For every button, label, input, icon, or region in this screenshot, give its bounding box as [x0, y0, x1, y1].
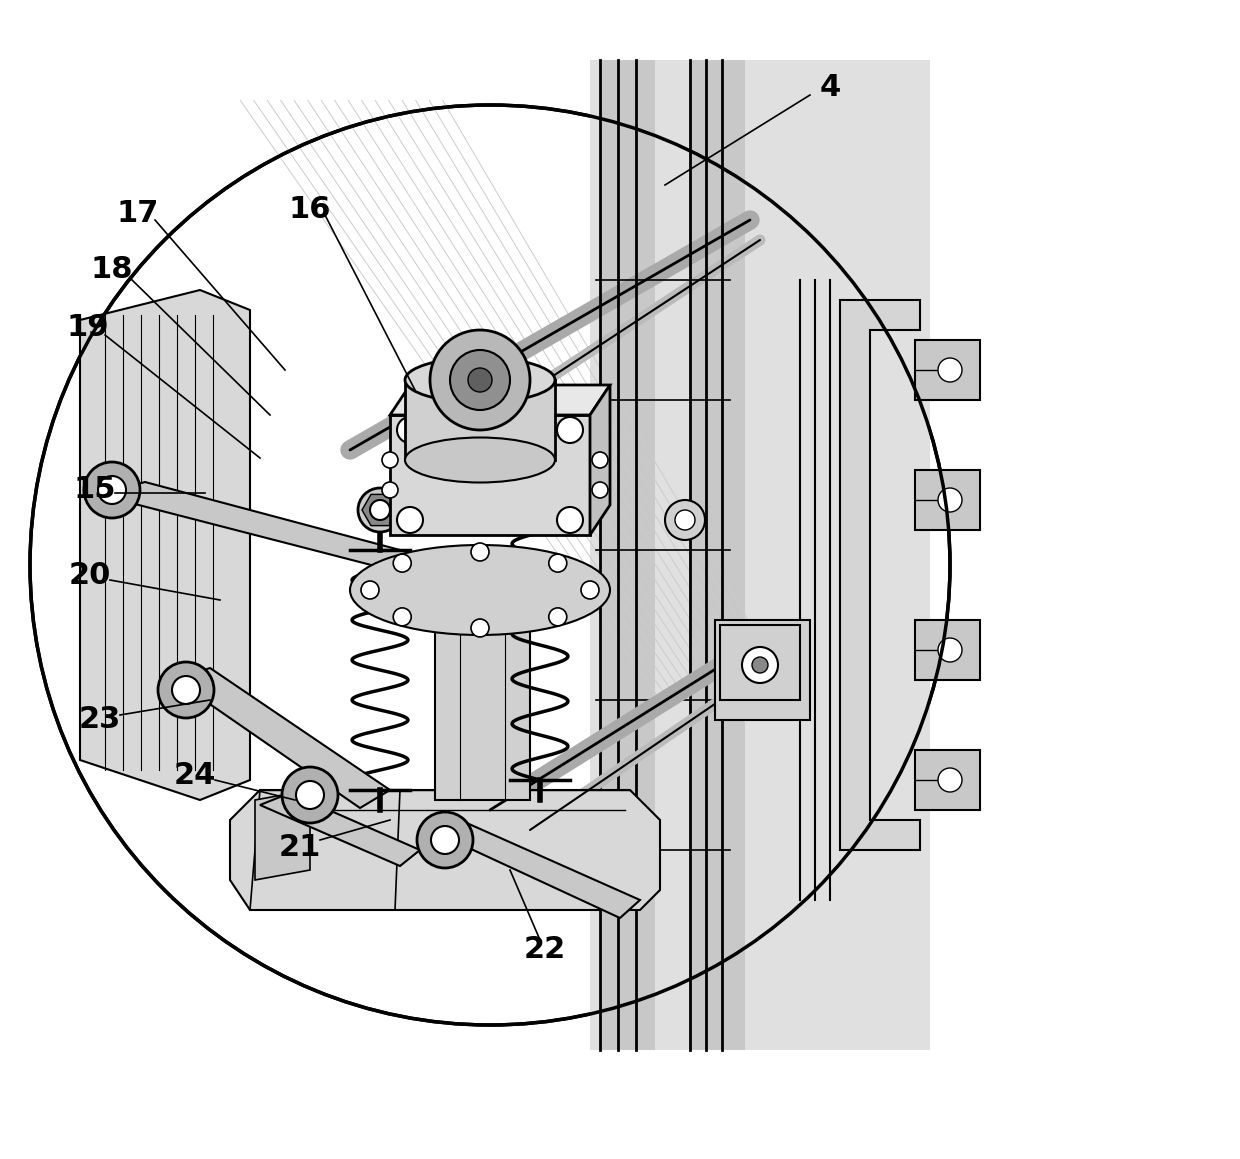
Polygon shape	[590, 385, 610, 535]
Text: 24: 24	[174, 760, 216, 789]
Circle shape	[549, 607, 567, 626]
Circle shape	[557, 417, 583, 443]
Circle shape	[591, 482, 608, 498]
Circle shape	[450, 350, 510, 410]
Polygon shape	[81, 290, 250, 800]
FancyBboxPatch shape	[915, 750, 980, 810]
Circle shape	[430, 330, 529, 430]
Polygon shape	[175, 668, 391, 808]
Polygon shape	[391, 415, 590, 535]
Circle shape	[937, 488, 962, 512]
FancyBboxPatch shape	[689, 60, 745, 1050]
FancyBboxPatch shape	[600, 60, 655, 1050]
Circle shape	[382, 482, 398, 498]
Circle shape	[471, 619, 489, 637]
Circle shape	[665, 500, 706, 540]
Circle shape	[471, 544, 489, 561]
Polygon shape	[362, 495, 398, 525]
Circle shape	[467, 369, 492, 392]
Circle shape	[370, 500, 391, 520]
Circle shape	[417, 812, 472, 868]
Circle shape	[157, 662, 215, 717]
Polygon shape	[839, 300, 920, 850]
Text: 23: 23	[79, 706, 122, 735]
Circle shape	[582, 581, 599, 599]
Text: 22: 22	[523, 935, 567, 964]
Circle shape	[397, 417, 423, 443]
Circle shape	[172, 676, 200, 704]
Circle shape	[549, 554, 567, 573]
FancyBboxPatch shape	[915, 471, 980, 530]
Text: 19: 19	[67, 313, 109, 342]
Circle shape	[432, 826, 459, 854]
Circle shape	[393, 554, 412, 573]
Circle shape	[742, 653, 777, 688]
FancyBboxPatch shape	[915, 340, 980, 400]
Polygon shape	[435, 590, 529, 800]
Circle shape	[675, 510, 694, 530]
Circle shape	[30, 105, 950, 1025]
Circle shape	[557, 506, 583, 533]
FancyBboxPatch shape	[590, 60, 930, 1050]
Polygon shape	[430, 821, 640, 918]
Ellipse shape	[350, 545, 610, 635]
Polygon shape	[229, 790, 660, 910]
Polygon shape	[522, 457, 558, 488]
Circle shape	[358, 488, 402, 532]
Circle shape	[382, 452, 398, 468]
Circle shape	[296, 781, 324, 809]
FancyBboxPatch shape	[720, 625, 800, 700]
Circle shape	[937, 768, 962, 792]
Text: 20: 20	[68, 561, 112, 590]
Circle shape	[492, 407, 508, 423]
Circle shape	[937, 637, 962, 662]
Polygon shape	[391, 385, 610, 415]
Circle shape	[742, 647, 777, 683]
Ellipse shape	[405, 357, 556, 402]
FancyBboxPatch shape	[915, 620, 980, 680]
Ellipse shape	[405, 437, 556, 482]
Circle shape	[393, 607, 412, 626]
Circle shape	[751, 657, 768, 673]
Circle shape	[84, 462, 140, 518]
Polygon shape	[260, 793, 420, 866]
Text: 16: 16	[289, 196, 331, 225]
Circle shape	[591, 452, 608, 468]
Circle shape	[518, 450, 562, 494]
Circle shape	[937, 358, 962, 382]
Text: 21: 21	[279, 832, 321, 861]
Circle shape	[397, 506, 423, 533]
Circle shape	[522, 407, 538, 423]
Text: 15: 15	[73, 475, 117, 504]
Circle shape	[361, 581, 379, 599]
Text: 17: 17	[117, 198, 159, 227]
Text: 4: 4	[820, 73, 841, 102]
Text: 18: 18	[91, 255, 133, 284]
Polygon shape	[100, 482, 430, 575]
Polygon shape	[255, 790, 310, 880]
Circle shape	[281, 767, 339, 823]
Circle shape	[529, 462, 551, 482]
Circle shape	[98, 476, 126, 504]
FancyBboxPatch shape	[715, 620, 810, 720]
FancyBboxPatch shape	[405, 380, 556, 460]
